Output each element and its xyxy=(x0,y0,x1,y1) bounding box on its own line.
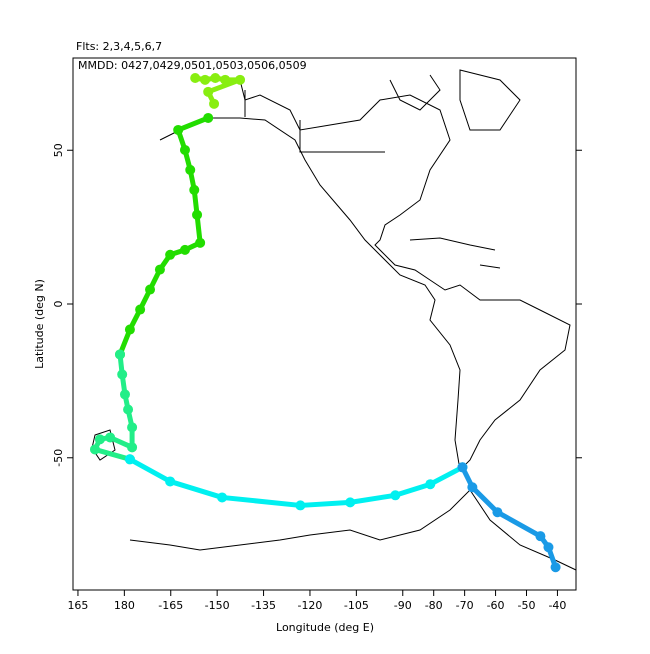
y-tick-label: 0 xyxy=(52,301,65,308)
coastlines xyxy=(91,69,577,571)
plot-frame xyxy=(72,57,577,591)
track-point xyxy=(345,497,356,508)
track-point xyxy=(203,86,214,97)
track-point xyxy=(165,476,176,487)
track-point xyxy=(179,144,190,155)
flight-track xyxy=(117,115,211,357)
track-point xyxy=(550,562,561,573)
track-point xyxy=(94,434,105,445)
track-point xyxy=(192,209,203,220)
track-point xyxy=(119,389,130,400)
x-tick-label: -50 xyxy=(518,599,536,612)
track-point xyxy=(89,444,100,455)
track-point xyxy=(195,237,206,248)
track-point xyxy=(457,462,468,473)
track-point xyxy=(295,500,306,511)
x-tick-label: -135 xyxy=(251,599,276,612)
track-point xyxy=(209,98,220,109)
x-tick-label: -90 xyxy=(394,599,412,612)
track-point xyxy=(189,184,200,195)
x-tick-label: 180 xyxy=(114,599,135,612)
track-point xyxy=(217,492,228,503)
track-point xyxy=(179,244,190,255)
track-point xyxy=(105,432,116,443)
x-tick-label: -120 xyxy=(297,599,322,612)
y-tick-label: 50 xyxy=(52,143,65,157)
track-point xyxy=(173,124,184,135)
x-tick-label: -40 xyxy=(548,599,566,612)
x-axis-label: Longitude (deg E) xyxy=(276,621,374,634)
x-tick-label: -165 xyxy=(158,599,183,612)
x-tick-label: -60 xyxy=(487,599,505,612)
track-point xyxy=(492,507,503,518)
title: Flts: 2,3,4,5,6,7 xyxy=(76,40,162,53)
track-point xyxy=(200,74,211,85)
x-tick-label: -80 xyxy=(425,599,443,612)
track-point xyxy=(220,74,231,85)
x-tick-label: -70 xyxy=(456,599,474,612)
track-point xyxy=(543,542,554,553)
track-point xyxy=(145,284,156,295)
track-point xyxy=(467,482,478,493)
x-tick-label: -105 xyxy=(344,599,369,612)
flight-track xyxy=(459,464,559,570)
track-point xyxy=(390,490,401,501)
track-point xyxy=(185,164,196,175)
subtitle: MMDD: 0427,0429,0501,0503,0506,0509 xyxy=(78,59,307,72)
track-point xyxy=(210,72,221,83)
x-tick-label: -150 xyxy=(205,599,230,612)
x-tick-label: 165 xyxy=(67,599,88,612)
track-point xyxy=(124,324,135,335)
track-point xyxy=(123,404,134,415)
y-tick-label: -50 xyxy=(52,449,65,467)
y-axis-label: Latitude (deg N) xyxy=(33,279,46,369)
track-point xyxy=(235,74,246,85)
track-point xyxy=(190,72,201,83)
track-point xyxy=(115,349,126,360)
track-point xyxy=(535,531,546,542)
track-point xyxy=(425,479,436,490)
track-point xyxy=(127,442,138,453)
track-point xyxy=(124,454,135,465)
track-point xyxy=(117,369,128,380)
track-point xyxy=(165,249,176,260)
track-point xyxy=(135,304,146,315)
track-point xyxy=(127,422,138,433)
flight-track xyxy=(127,456,465,508)
track-point xyxy=(154,264,165,275)
track-point xyxy=(203,112,214,123)
flight-track xyxy=(92,351,135,462)
